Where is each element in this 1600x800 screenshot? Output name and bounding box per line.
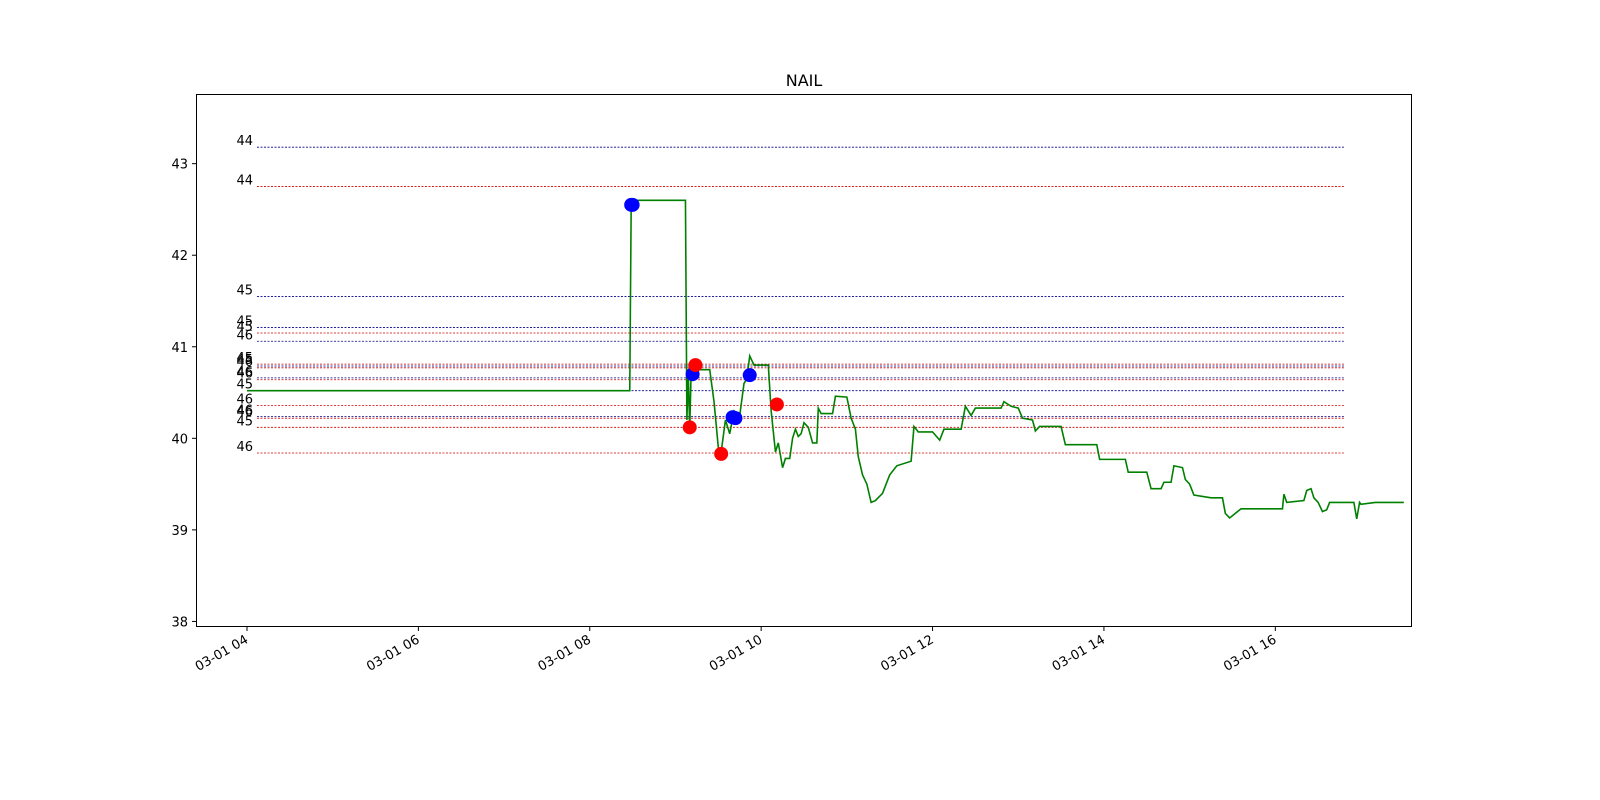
price-line [246,199,1404,520]
y-tick-label-3: 41 [171,341,188,356]
trade-markers [624,197,784,461]
y-tick-label-1: 39 [171,524,188,539]
sell-marker-0 [688,358,703,373]
x-tick-label-4: 03-01 12 [878,632,936,674]
sell-marker-1 [682,420,697,435]
level-label-6: 45 [236,351,253,366]
buy-marker-1 [625,197,640,212]
chart-title: NAIL [786,71,823,90]
y-tick-label-5: 43 [171,158,188,173]
y-axis: 38 39 40 41 42 43 [171,158,197,630]
level-label-14: 46 [236,405,253,420]
x-tick-label-3: 03-01 10 [707,632,765,674]
level-label-16: 46 [236,440,253,455]
level-label-1: 44 [236,174,253,189]
x-tick-label-1: 03-01 06 [364,632,422,674]
sell-marker-3 [769,397,784,412]
level-label-2: 45 [236,283,253,298]
y-tick-label-0: 38 [171,615,188,630]
level-label-12: 46 [236,392,253,407]
level-label-7: 45 [236,353,253,368]
sell-marker-2 [714,446,729,461]
level-label-8: 46 [236,355,253,370]
x-tick-label-5: 03-01 14 [1050,632,1108,674]
level-label-0: 44 [236,134,253,149]
x-tick-label-6: 03-01 16 [1221,632,1279,674]
level-label-10: 46 [236,367,253,382]
y-tick-label-2: 40 [171,432,188,447]
x-tick-label-2: 03-01 08 [536,632,594,674]
price-series [246,199,1404,520]
buy-marker-4 [728,411,743,426]
level-label-15: 45 [236,414,253,429]
level-label-9: 46 [236,365,253,380]
level-label-11: 45 [236,378,253,393]
x-axis: 03-01 04 03-01 06 03-01 08 03-01 10 03-01 12… [193,626,1279,675]
level-label-3: 45 [236,315,253,330]
plot-area-frame [196,94,1412,627]
buy-marker-5 [742,368,757,383]
x-tick-label-0: 03-01 04 [193,632,251,674]
y-tick-label-4: 42 [171,249,188,264]
level-label-13: 46 [236,403,253,418]
level-label-4: 45 [236,320,253,335]
level-label-5: 46 [236,328,253,343]
